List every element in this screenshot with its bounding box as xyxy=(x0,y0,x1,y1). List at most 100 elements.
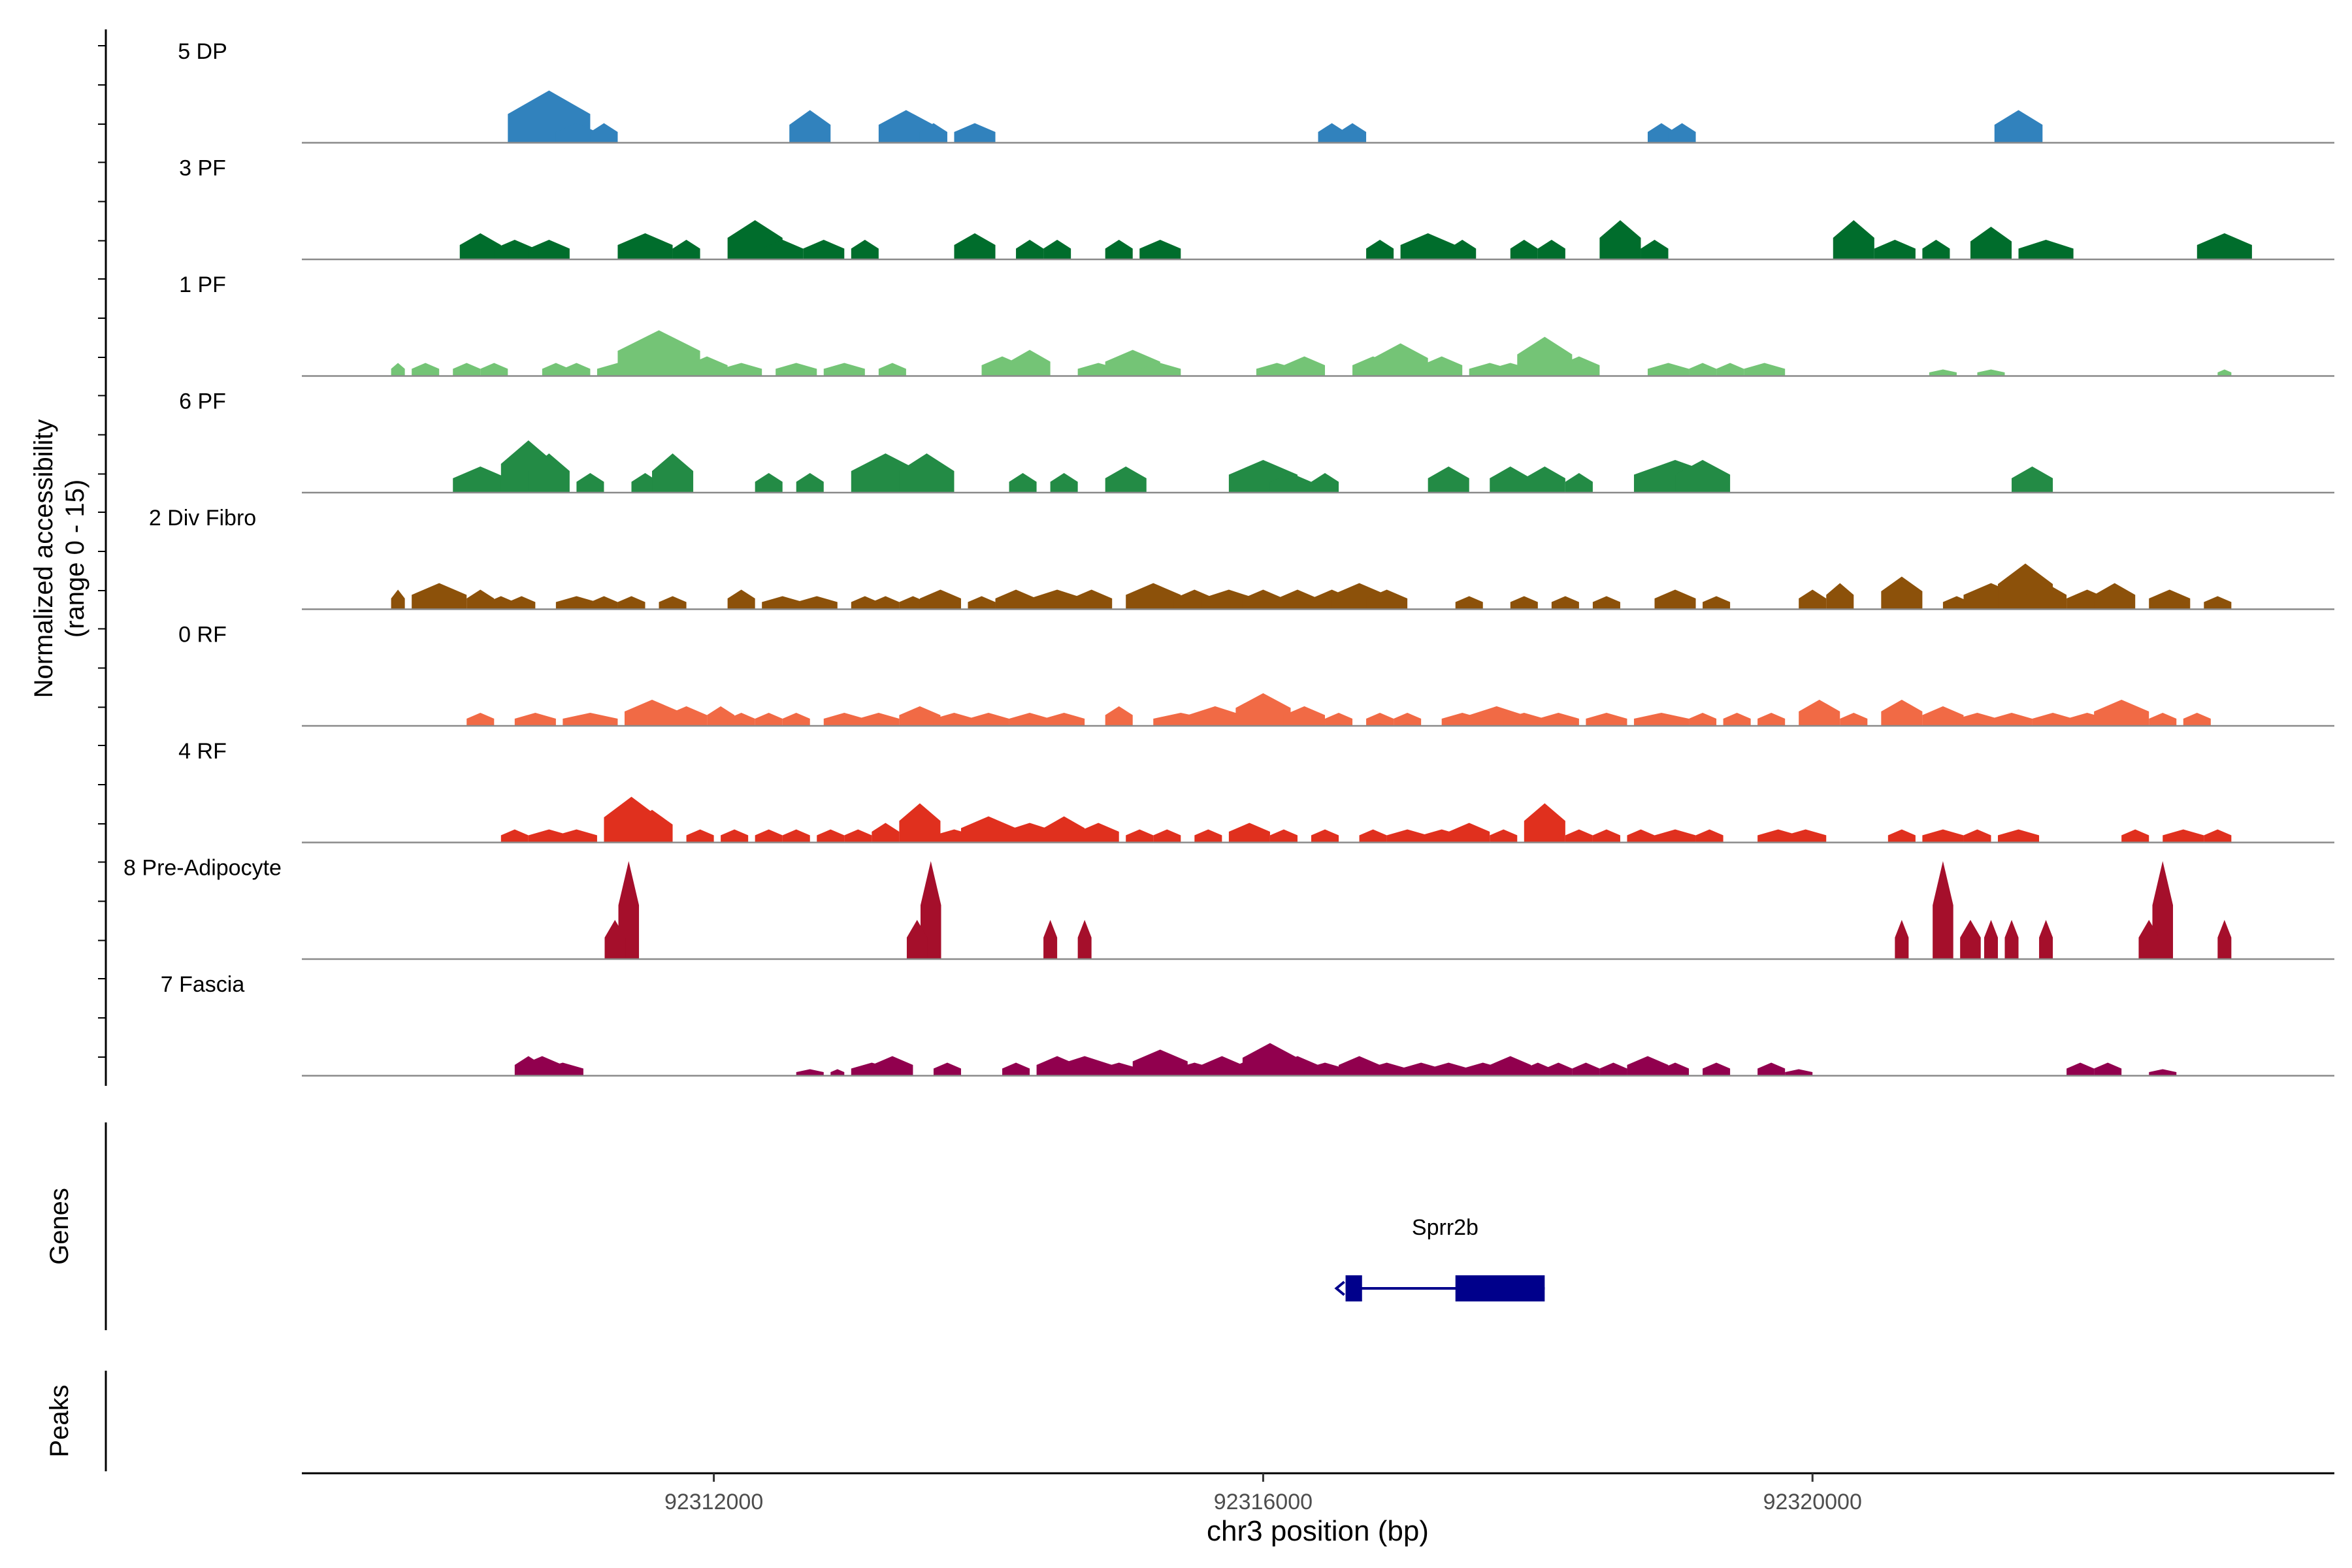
coverage-peak xyxy=(1490,829,1518,843)
y-axis-label: Normalized accessibility xyxy=(29,419,58,698)
coverage-peak xyxy=(391,363,405,376)
coverage-peak xyxy=(1421,356,1463,376)
track-label: 1 PF xyxy=(179,272,226,297)
coverage-peak xyxy=(1098,1062,1140,1076)
coverage-peak xyxy=(1311,829,1339,843)
coverage-peak xyxy=(1510,596,1538,610)
coverage-peak xyxy=(1963,829,1991,843)
coverage-peak xyxy=(1002,1062,1030,1076)
coverage-peak xyxy=(782,713,810,726)
coverage-peak xyxy=(1269,473,1311,493)
coverage-peak xyxy=(1050,473,1078,493)
coverage-peak xyxy=(1874,240,1916,259)
coverage-peak xyxy=(508,596,536,610)
gene-exon xyxy=(1455,1275,1545,1301)
x-tick-label: 92320000 xyxy=(1763,1490,1862,1514)
coverage-peak xyxy=(2217,369,2232,376)
track-9: 7 Fascia xyxy=(161,972,2334,1077)
coverage-peak xyxy=(514,713,556,726)
coverage-peak xyxy=(1448,240,1477,259)
coverage-peak xyxy=(1633,713,1690,726)
coverage-peak xyxy=(542,1062,583,1076)
coverage-peak xyxy=(494,240,536,259)
track-label: 2 Div Fibro xyxy=(149,506,256,531)
coverage-peak xyxy=(1359,829,1387,843)
coverage-peak xyxy=(1689,713,1717,726)
coverage-peak xyxy=(968,596,996,610)
coverage-peak xyxy=(755,473,783,493)
coverage-peak xyxy=(803,240,845,259)
coverage-peak xyxy=(1977,369,2005,376)
coverage-peak xyxy=(1311,473,1339,493)
coverage-peak xyxy=(1235,693,1291,726)
coverage-peak xyxy=(1043,920,1058,959)
coverage-peak xyxy=(1339,123,1367,143)
coverage-peak xyxy=(1524,803,1565,843)
coverage-peak xyxy=(1043,240,1071,259)
coverage-peak xyxy=(1785,1069,1813,1076)
coverage-peak xyxy=(789,110,831,143)
coverage-peak xyxy=(2025,583,2067,610)
coverage-peak xyxy=(1887,829,1916,843)
coverage-peak xyxy=(872,823,900,843)
coverage-peak xyxy=(1826,583,1854,610)
coverage-peak xyxy=(590,596,618,610)
coverage-peak xyxy=(2138,920,2159,959)
coverage-peak xyxy=(1139,240,1181,259)
track-8: 8 Pre-Adipocyte xyxy=(123,856,2334,960)
track-6: 0 RF xyxy=(178,623,2334,727)
coverage-peak xyxy=(1785,829,1827,843)
coverage-peak xyxy=(666,706,708,726)
coverage-peak xyxy=(1881,700,1923,726)
coverage-peak xyxy=(563,363,591,376)
coverage-peak xyxy=(762,240,804,259)
coverage-peak xyxy=(1366,589,1408,610)
coverage-peak xyxy=(872,1056,913,1076)
coverage-peak xyxy=(1194,829,1222,843)
coverage-peak xyxy=(1599,220,1641,259)
coverage-peak xyxy=(1544,1062,1573,1076)
coverage-peak xyxy=(1077,823,1119,843)
y-axis-range-label: (range 0 - 15) xyxy=(61,480,90,638)
coverage-peak xyxy=(796,596,838,610)
coverage-peak xyxy=(1043,713,1085,726)
track-label: 6 PF xyxy=(179,389,226,414)
coverage-peak xyxy=(1991,713,2033,726)
track-5: 2 Div Fibro xyxy=(149,506,2334,610)
coverage-peak xyxy=(1126,829,1154,843)
coverage-peak xyxy=(1757,1062,1786,1076)
coverage-peak xyxy=(2149,589,2191,610)
coverage-peak xyxy=(2204,596,2232,610)
coverage-peak xyxy=(755,829,783,843)
coverage-peak xyxy=(1799,589,1827,610)
coverage-peak xyxy=(453,466,508,493)
coverage-peak xyxy=(1325,713,1353,726)
coverage-peak xyxy=(776,363,817,376)
coverage-peak xyxy=(1998,829,2040,843)
coverage-peak xyxy=(1592,829,1620,843)
track-label: 7 Fascia xyxy=(161,972,245,997)
coverage-peak xyxy=(2039,920,2053,959)
coverage-peak xyxy=(1366,713,1394,726)
coverage-peak xyxy=(1153,829,1181,843)
coverage-peak xyxy=(721,363,762,376)
coverage-peak xyxy=(1043,816,1085,843)
coverage-peak xyxy=(624,700,680,726)
coverage-peak xyxy=(858,713,900,726)
coverage-peak xyxy=(1105,240,1133,259)
coverage-peak xyxy=(1723,713,1751,726)
gene-model: Sprr2b xyxy=(1334,1215,1545,1301)
track-1: 5 DP xyxy=(178,39,2334,144)
coverage-peak xyxy=(1654,589,1696,610)
coverage-peak xyxy=(1840,713,1868,726)
coverage-peak xyxy=(1922,829,1964,843)
coverage-peak xyxy=(1661,1062,1690,1076)
coverage-peak xyxy=(672,240,700,259)
coverage-peak xyxy=(919,589,961,610)
strand-arrow xyxy=(1334,1281,1345,1296)
coverage-peak xyxy=(1318,123,1346,143)
coverage-peak xyxy=(1695,829,1723,843)
track-4: 6 PF xyxy=(179,389,2334,494)
coverage-peak xyxy=(617,233,673,259)
coverage-peak xyxy=(2204,829,2232,843)
